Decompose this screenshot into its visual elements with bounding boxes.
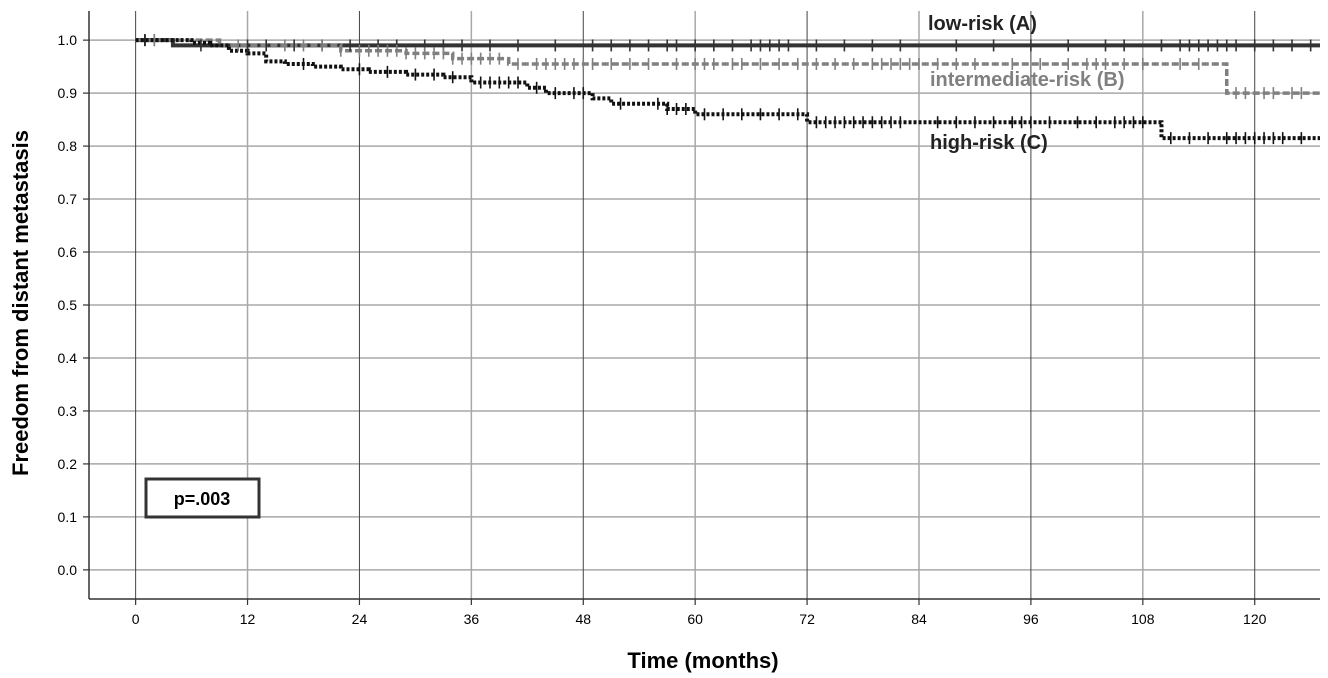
series-line-2 [135,38,1320,141]
y-tick-label: 0.4 [58,350,78,366]
x-axis-title: Time (months) [627,648,778,673]
x-tick-label: 108 [1131,611,1155,627]
y-tick-label: 0.1 [58,509,78,525]
y-tick-label: 0.7 [58,191,78,207]
x-tick-label: 84 [911,611,927,627]
series-line-1 [135,38,1320,95]
x-tick-label: 72 [799,611,815,627]
p-value-text: p=.003 [174,489,231,509]
x-tick-label: 60 [687,611,703,627]
series-label-low-risk: low-risk (A) [928,13,1037,35]
x-tick-label: 120 [1243,611,1267,627]
x-tick-label: 36 [464,611,480,627]
y-tick-label: 0.0 [58,562,78,578]
grid-lines [89,11,1320,599]
x-tick-label: 0 [132,611,140,627]
censor-marks [144,34,1312,145]
y-tick-label: 0.9 [58,85,78,101]
y-tick-label: 0.3 [58,403,78,419]
p-value-box [144,477,261,519]
axes [83,11,1320,605]
y-tick-labels: 0.0 0.1 0.2 0.3 0.4 0.5 0.6 0.7 0.8 0.9 1.0 [58,32,78,578]
x-tick-label: 96 [1023,611,1039,627]
y-tick-label: 0.8 [58,138,78,154]
x-tick-label: 24 [352,611,368,627]
y-tick-label: 1.0 [58,32,78,48]
x-tick-label: 12 [240,611,256,627]
y-tick-label: 0.2 [58,456,78,472]
y-tick-label: 0.5 [58,297,78,313]
series-label-high-risk: high-risk (C) [930,132,1048,154]
y-tick-label: 0.6 [58,244,78,260]
x-tick-label: 48 [575,611,591,627]
series-label-intermediate-risk: intermediate-risk (B) [930,69,1125,91]
y-axis-title: Freedom from distant metastasis [8,130,33,476]
x-tick-labels: 0 12 24 36 48 60 72 84 96 108 120 [132,611,1267,627]
